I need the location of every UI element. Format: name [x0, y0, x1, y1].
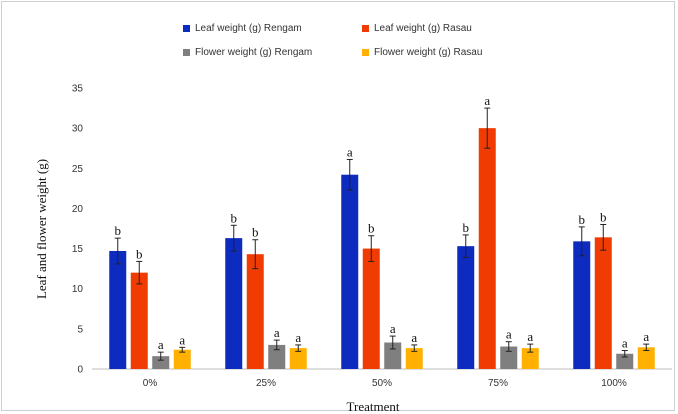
error-bar [273, 339, 280, 351]
y-tick-label: 30 [72, 124, 84, 135]
bar [637, 347, 655, 369]
significance-letter: b [115, 223, 122, 238]
error-bar [389, 335, 396, 350]
legend-item-flower-rasau: Flower weight (g) Rasau [362, 47, 482, 58]
bar [173, 349, 191, 369]
significance-letter: a [347, 144, 353, 159]
error-bar [484, 107, 491, 149]
y-axis-title: Leaf and flower weight (g) [34, 159, 49, 299]
bar [616, 353, 634, 369]
bar [362, 248, 380, 369]
legend-label-leaf-rasau: Leaf weight (g) Rasau [374, 23, 472, 34]
significance-letter: b [252, 225, 259, 240]
y-tick-label: 0 [77, 365, 83, 376]
significance-letter: a [484, 93, 490, 108]
significance-letter: a [295, 330, 301, 345]
x-tick-label: 25% [256, 378, 276, 389]
error-bar [621, 350, 628, 358]
bar [341, 174, 359, 369]
legend-item-leaf-rasau: Leaf weight (g) Rasau [362, 23, 472, 34]
error-bars [114, 107, 650, 361]
y-tick-label: 20 [72, 204, 84, 215]
significance-letter: a [506, 327, 512, 342]
error-bar [136, 260, 143, 285]
significance-letter: a [411, 330, 417, 345]
y-tick-label: 10 [72, 284, 84, 295]
legend-label-flower-rengam: Flower weight (g) Rengam [195, 47, 313, 58]
error-bar [368, 235, 375, 262]
legend-label-leaf-rengam: Leaf weight (g) Rengam [195, 23, 302, 34]
error-bar [411, 344, 418, 352]
error-bar [346, 158, 353, 191]
error-bar [230, 224, 237, 252]
x-axis-title: Treatment [347, 399, 400, 414]
bar [573, 241, 591, 369]
x-tick-label: 0% [143, 378, 158, 389]
error-bar [600, 223, 607, 251]
bar [405, 348, 423, 369]
significance-letter: a [274, 325, 280, 340]
bar [109, 250, 127, 369]
bar [500, 346, 518, 369]
significance-letter: b [579, 212, 586, 227]
y-axis-ticks: 0 5 10 15 20 25 30 35 [72, 84, 84, 376]
bars [109, 128, 655, 369]
bar [152, 356, 170, 369]
x-tick-label: 75% [488, 378, 508, 389]
y-tick-label: 15 [72, 244, 84, 255]
y-tick-label: 35 [72, 84, 84, 95]
significance-letter: b [231, 210, 238, 225]
x-axis-ticks: 0% 25% 50% 75% 100% [143, 378, 627, 389]
legend-label-flower-rasau: Flower weight (g) Rasau [374, 47, 483, 58]
bar [594, 237, 612, 369]
x-tick-label: 50% [372, 378, 392, 389]
error-bar [578, 226, 585, 257]
bar [457, 246, 475, 369]
error-bar [179, 346, 186, 353]
significance-letter: b [368, 221, 375, 236]
bar [246, 254, 264, 369]
bar [521, 348, 539, 369]
error-bar [114, 237, 121, 265]
bar [130, 272, 148, 369]
legend-swatch-leaf-rengam [183, 25, 190, 32]
significance-letter: a [390, 321, 396, 336]
significance-letter: a [158, 337, 164, 352]
bar [289, 348, 307, 369]
significance-letter: a [622, 336, 628, 351]
error-bar [527, 343, 534, 353]
error-bar [643, 343, 650, 352]
error-bar [505, 341, 512, 352]
chart-legend: Leaf weight (g) Rengam Leaf weight (g) R… [0, 0, 678, 70]
legend-item-leaf-rengam: Leaf weight (g) Rengam [183, 23, 302, 34]
error-bar [462, 234, 469, 258]
significance-letter: a [527, 329, 533, 344]
legend-swatch-flower-rasau [362, 49, 369, 56]
bar [478, 128, 496, 369]
bar [384, 342, 402, 369]
error-bar [252, 239, 259, 270]
significance-letter: a [179, 332, 185, 347]
y-tick-label: 5 [77, 324, 83, 335]
legend-item-flower-rengam: Flower weight (g) Rengam [183, 47, 312, 58]
significance-letter: b [136, 246, 143, 261]
bar [225, 238, 243, 369]
bar [268, 344, 286, 369]
legend-swatch-flower-rengam [183, 49, 190, 56]
error-bar [295, 344, 302, 352]
x-tick-label: 100% [601, 378, 627, 389]
significance-letter: b [463, 220, 470, 235]
significance-letter: b [600, 209, 607, 224]
significance-letter: a [643, 329, 649, 344]
error-bar [157, 351, 164, 361]
y-tick-label: 25 [72, 164, 84, 175]
legend-swatch-leaf-rasau [362, 25, 369, 32]
